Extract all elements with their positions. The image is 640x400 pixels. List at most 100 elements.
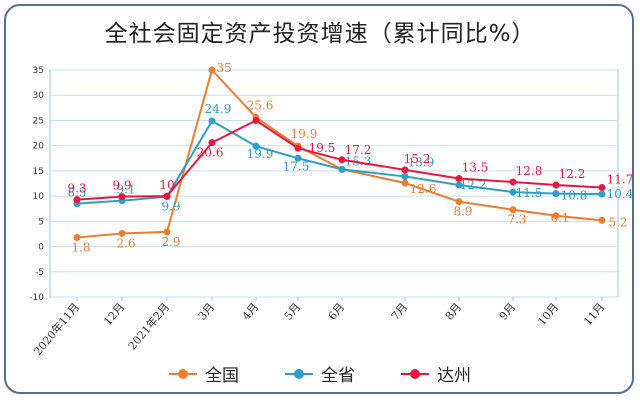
data-label: 9.3 [67, 182, 86, 196]
data-label: 15.2 [404, 152, 431, 166]
data-point [208, 66, 216, 74]
data-label: 10.8 [561, 189, 588, 203]
x-tick-label: 12月 [101, 301, 127, 329]
data-point [73, 233, 81, 241]
data-point [163, 228, 171, 236]
data-label: 11.7 [607, 173, 634, 187]
data-point [294, 154, 302, 162]
data-label: 2.6 [116, 236, 135, 250]
data-point [509, 178, 517, 186]
data-label: 8.5 [67, 186, 86, 200]
data-label: 12.8 [516, 164, 543, 178]
data-label: 13.9 [408, 155, 435, 169]
y-tick-label: 35 [33, 66, 44, 76]
data-point [338, 156, 346, 164]
data-point [252, 142, 260, 150]
data-label: 6.1 [550, 211, 569, 225]
data-point [163, 192, 171, 200]
data-point [118, 229, 126, 237]
data-label: 13.5 [462, 160, 489, 174]
data-label: 11.5 [516, 186, 543, 200]
y-tick-label: 15 [33, 167, 44, 177]
data-label: 9.1 [116, 183, 135, 197]
legend-item-2: 达州 [401, 361, 471, 386]
data-point [455, 174, 463, 182]
x-tick-label: 2021年2月 [125, 300, 172, 353]
data-label: 19.9 [291, 127, 318, 141]
series-line-0 [76, 68, 603, 239]
data-point [208, 117, 216, 125]
data-label: 19.9 [247, 147, 274, 161]
data-label: 12.6 [410, 182, 437, 196]
data-point [598, 184, 606, 192]
series-line-2 [76, 119, 603, 201]
data-point [401, 166, 409, 174]
legend-label-1: 全省 [321, 366, 355, 386]
y-tick-label: 10 [33, 192, 45, 202]
data-label: 19.5 [309, 141, 336, 155]
data-point [401, 179, 409, 187]
data-label: 35 [216, 61, 231, 75]
data-label: 10 [159, 178, 174, 192]
x-tick-label: 9月 [497, 301, 519, 323]
chart-title: 全社会固定资产投资增速（累计同比%） [104, 21, 536, 47]
data-point [401, 172, 409, 180]
data-point [552, 181, 560, 189]
legend-label-2: 达州 [437, 366, 471, 386]
data-point [455, 181, 463, 189]
series-line-1 [76, 119, 603, 205]
data-label: 2.9 [161, 235, 180, 249]
x-tick-label: 10月 [535, 301, 561, 329]
data-point [208, 139, 216, 147]
data-label: 12.2 [559, 167, 586, 181]
data-point [294, 144, 302, 152]
y-tick-label: 0 [38, 243, 44, 253]
y-tick-label: 25 [33, 116, 44, 126]
data-label: 12.2 [460, 178, 487, 192]
y-tick-label: 30 [33, 91, 45, 101]
data-label: 17.2 [345, 143, 372, 157]
x-tick-label: 3月 [196, 301, 218, 323]
data-point [338, 165, 346, 173]
data-point [509, 206, 517, 214]
data-label: 24.9 [205, 102, 232, 116]
data-point [598, 190, 606, 198]
legend-label-0: 全国 [205, 366, 239, 386]
data-point [252, 116, 260, 124]
data-point [552, 212, 560, 220]
data-label: 8.9 [453, 205, 472, 219]
legend-item-0: 全国 [169, 361, 239, 386]
legend-swatch-2 [401, 368, 429, 380]
data-label: 10.4 [607, 187, 634, 201]
chart-frame [4, 4, 634, 394]
x-tick-label: 8月 [443, 301, 465, 323]
data-label: 9.9 [161, 200, 180, 214]
data-point [552, 190, 560, 198]
x-tick-label: 11月 [581, 301, 607, 329]
data-label: 1.8 [71, 240, 90, 254]
x-tick-label: 7月 [389, 301, 411, 323]
y-tick-label: 20 [33, 142, 45, 152]
legend-item-1: 全省 [285, 361, 355, 386]
data-point [598, 216, 606, 224]
x-tick-label: 5月 [282, 301, 304, 323]
chart-legend: 全国 全省 达州 [0, 361, 640, 386]
data-point [118, 193, 126, 201]
x-tick-label: 4月 [240, 301, 262, 323]
x-tick-label: 2020年11月 [30, 300, 82, 358]
data-label: 17.5 [283, 159, 310, 173]
data-point [73, 196, 81, 204]
data-label: 5.2 [608, 215, 627, 229]
legend-swatch-1 [285, 368, 313, 380]
data-label: 20.6 [197, 146, 224, 160]
data-point [509, 188, 517, 196]
data-point [455, 198, 463, 206]
y-tick-label: -10 [29, 293, 44, 303]
data-label: 7.3 [507, 213, 526, 227]
x-tick-label: 6月 [326, 301, 348, 323]
y-tick-label: 5 [38, 217, 44, 227]
data-label: 9.9 [112, 179, 131, 193]
y-tick-label: -5 [35, 268, 44, 278]
data-label: 25.6 [247, 98, 274, 112]
